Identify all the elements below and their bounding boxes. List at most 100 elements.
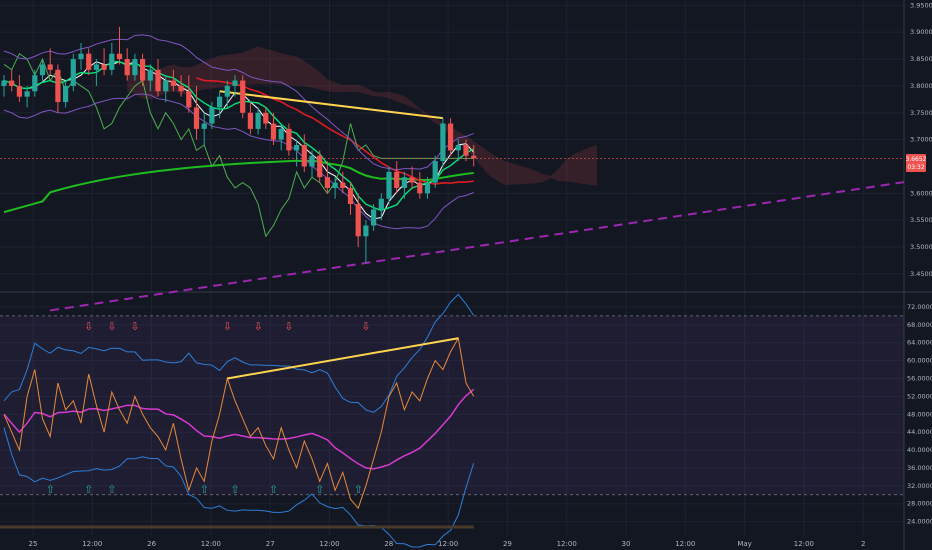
candle-body bbox=[455, 145, 461, 151]
time-tick-label: 12:00 bbox=[675, 540, 695, 548]
candle-body bbox=[394, 171, 400, 188]
buy-arrow-icon: ⇧ bbox=[315, 483, 324, 496]
time-tick-label: 30 bbox=[622, 540, 631, 548]
candle-body bbox=[347, 187, 354, 205]
band-lower-line bbox=[3, 93, 474, 230]
candle-body bbox=[448, 123, 454, 151]
candle-body bbox=[178, 85, 184, 92]
time-tick-label: 12:00 bbox=[319, 540, 339, 548]
candle-body bbox=[240, 80, 246, 113]
time-tick-label: 12:00 bbox=[438, 540, 458, 548]
candle-body bbox=[86, 53, 92, 70]
rsi-tick-label: 56.0000 bbox=[907, 374, 932, 382]
candle-body bbox=[247, 112, 253, 129]
candle-body bbox=[16, 85, 22, 97]
candle-body bbox=[263, 112, 269, 124]
rsi-divergence-line bbox=[227, 337, 459, 380]
price-tick-label: 3.7000 bbox=[910, 136, 932, 144]
sell-arrow-icon: ⇩ bbox=[284, 320, 293, 333]
candle-body bbox=[63, 85, 69, 103]
candle-body bbox=[278, 128, 284, 140]
time-tick-label: 25 bbox=[29, 540, 38, 548]
time-tick-label: 27 bbox=[266, 540, 275, 548]
price-tick-label: 3.9500 bbox=[910, 1, 932, 9]
candle-body bbox=[371, 209, 377, 226]
time-tick-label: May bbox=[737, 540, 751, 548]
candle-body bbox=[332, 182, 338, 188]
candle-body bbox=[286, 128, 292, 151]
last-price-tag-bg bbox=[906, 154, 926, 172]
rsi-bollinger-lower bbox=[3, 427, 475, 548]
chikou-line bbox=[3, 52, 474, 238]
candle-body bbox=[132, 59, 138, 76]
rsi-tick-label: 72.0000 bbox=[907, 303, 932, 311]
candle-body bbox=[32, 75, 38, 92]
candle-body bbox=[186, 91, 192, 108]
candle-body bbox=[47, 64, 53, 70]
price-tick-label: 3.7500 bbox=[910, 109, 932, 117]
time-tick-label: 12:00 bbox=[794, 540, 814, 548]
time-tick-label: 12:00 bbox=[557, 540, 577, 548]
candle-body bbox=[440, 123, 446, 162]
candle-body bbox=[101, 64, 107, 70]
candle-body bbox=[317, 155, 323, 178]
candle-body bbox=[140, 59, 146, 81]
buy-arrow-icon: ⇧ bbox=[354, 483, 363, 496]
rsi-tick-label: 44.0000 bbox=[907, 428, 932, 436]
sell-arrow-icon: ⇩ bbox=[223, 320, 232, 333]
candle-body bbox=[170, 80, 176, 86]
rsi-tick-label: 40.0000 bbox=[907, 446, 932, 454]
support-trendline bbox=[49, 181, 905, 312]
candle-body bbox=[217, 96, 223, 108]
time-tick-label: 12:00 bbox=[201, 540, 221, 548]
candle-body bbox=[424, 182, 431, 194]
sell-arrow-icon: ⇩ bbox=[253, 320, 262, 333]
candle-body bbox=[309, 155, 315, 167]
buy-arrow-icon: ⇧ bbox=[230, 483, 239, 496]
candle-body bbox=[55, 69, 61, 103]
candle-body bbox=[209, 107, 215, 124]
candle-body bbox=[224, 85, 230, 97]
candle-body bbox=[201, 123, 207, 129]
candle-body bbox=[24, 91, 30, 97]
candle-body bbox=[378, 198, 384, 210]
sell-arrow-icon: ⇩ bbox=[84, 320, 93, 333]
last-price-countdown: 03:32 bbox=[907, 164, 924, 171]
candle-body bbox=[124, 59, 130, 76]
rsi-tick-label: 36.0000 bbox=[907, 464, 932, 472]
candle-body bbox=[155, 69, 161, 92]
last-price-value: 3.6652 bbox=[906, 156, 927, 163]
candle-body bbox=[463, 145, 469, 156]
candle-body bbox=[432, 161, 438, 183]
candle-body bbox=[255, 112, 261, 129]
rsi-tick-label: 48.0000 bbox=[907, 410, 932, 418]
rsi-pane: ⇩ ⇩ ⇩ ⇩ ⇩ ⇩ ⇩ ⇧ ⇧ ⇧ ⇧ ⇧ ⇧ ⇧ ⇧ bbox=[0, 293, 904, 548]
candle-body bbox=[116, 53, 123, 60]
candle-body bbox=[163, 80, 169, 92]
candle-body bbox=[78, 53, 84, 60]
buy-arrow-icon: ⇧ bbox=[84, 483, 93, 496]
candle-body bbox=[193, 107, 200, 129]
price-tick-label: 3.9000 bbox=[910, 28, 932, 36]
buy-arrow-icon: ⇧ bbox=[200, 483, 209, 496]
time-tick-label: 28 bbox=[384, 540, 393, 548]
time-tick-label: 2 bbox=[861, 540, 865, 548]
axes: 3.9500 3.9000 3.8500 3.8000 3.7500 3.7000 3.60… bbox=[29, 1, 932, 548]
candle-body bbox=[386, 171, 392, 199]
rsi-tick-label: 64.0000 bbox=[907, 339, 932, 347]
rsi-tick-label: 60.0000 bbox=[907, 357, 932, 365]
candle-body bbox=[471, 155, 477, 159]
rsi-tick-label: 32.0000 bbox=[907, 482, 932, 490]
price-tick-label: 3.6000 bbox=[910, 189, 932, 197]
candle-body bbox=[401, 177, 407, 188]
buy-arrow-icon: ⇧ bbox=[46, 483, 55, 496]
candles[interactable] bbox=[1, 26, 477, 264]
candle-body bbox=[1, 80, 7, 86]
resistance-trendline bbox=[219, 90, 444, 120]
candle-body bbox=[363, 225, 369, 237]
rsi-ma-line bbox=[3, 388, 475, 470]
last-price-tag: 3.6652 03:32 bbox=[906, 154, 927, 172]
rsi-tick-label: 28.0000 bbox=[907, 500, 932, 508]
